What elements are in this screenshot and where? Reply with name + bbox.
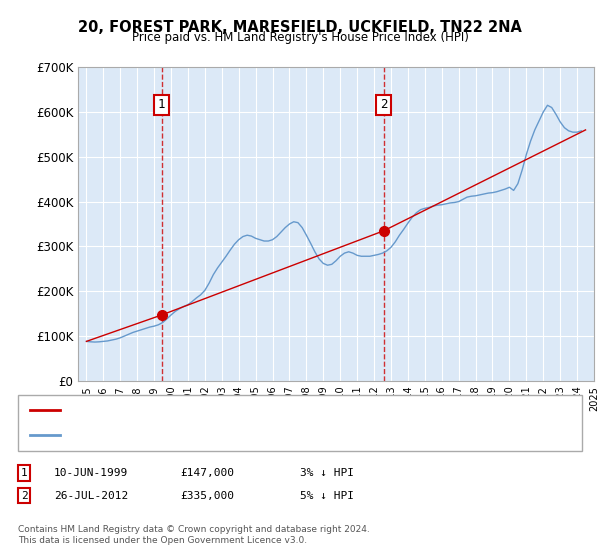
Text: £335,000: £335,000	[180, 491, 234, 501]
Text: 2: 2	[20, 491, 28, 501]
Text: 10-JUN-1999: 10-JUN-1999	[54, 468, 128, 478]
Text: 1: 1	[158, 99, 166, 111]
Text: Price paid vs. HM Land Registry's House Price Index (HPI): Price paid vs. HM Land Registry's House …	[131, 31, 469, 44]
Text: 3% ↓ HPI: 3% ↓ HPI	[300, 468, 354, 478]
Text: 20, FOREST PARK, MARESFIELD, UCKFIELD, TN22 2NA: 20, FOREST PARK, MARESFIELD, UCKFIELD, T…	[78, 20, 522, 35]
Text: 2: 2	[380, 99, 388, 111]
Text: 1: 1	[20, 468, 28, 478]
Text: 20, FOREST PARK, MARESFIELD, UCKFIELD, TN22 2NA (detached house): 20, FOREST PARK, MARESFIELD, UCKFIELD, T…	[69, 405, 469, 415]
Text: Contains HM Land Registry data © Crown copyright and database right 2024.
This d: Contains HM Land Registry data © Crown c…	[18, 525, 370, 545]
Text: 5% ↓ HPI: 5% ↓ HPI	[300, 491, 354, 501]
Text: 26-JUL-2012: 26-JUL-2012	[54, 491, 128, 501]
Text: HPI: Average price, detached house, Wealden: HPI: Average price, detached house, Weal…	[69, 430, 338, 440]
Text: £147,000: £147,000	[180, 468, 234, 478]
